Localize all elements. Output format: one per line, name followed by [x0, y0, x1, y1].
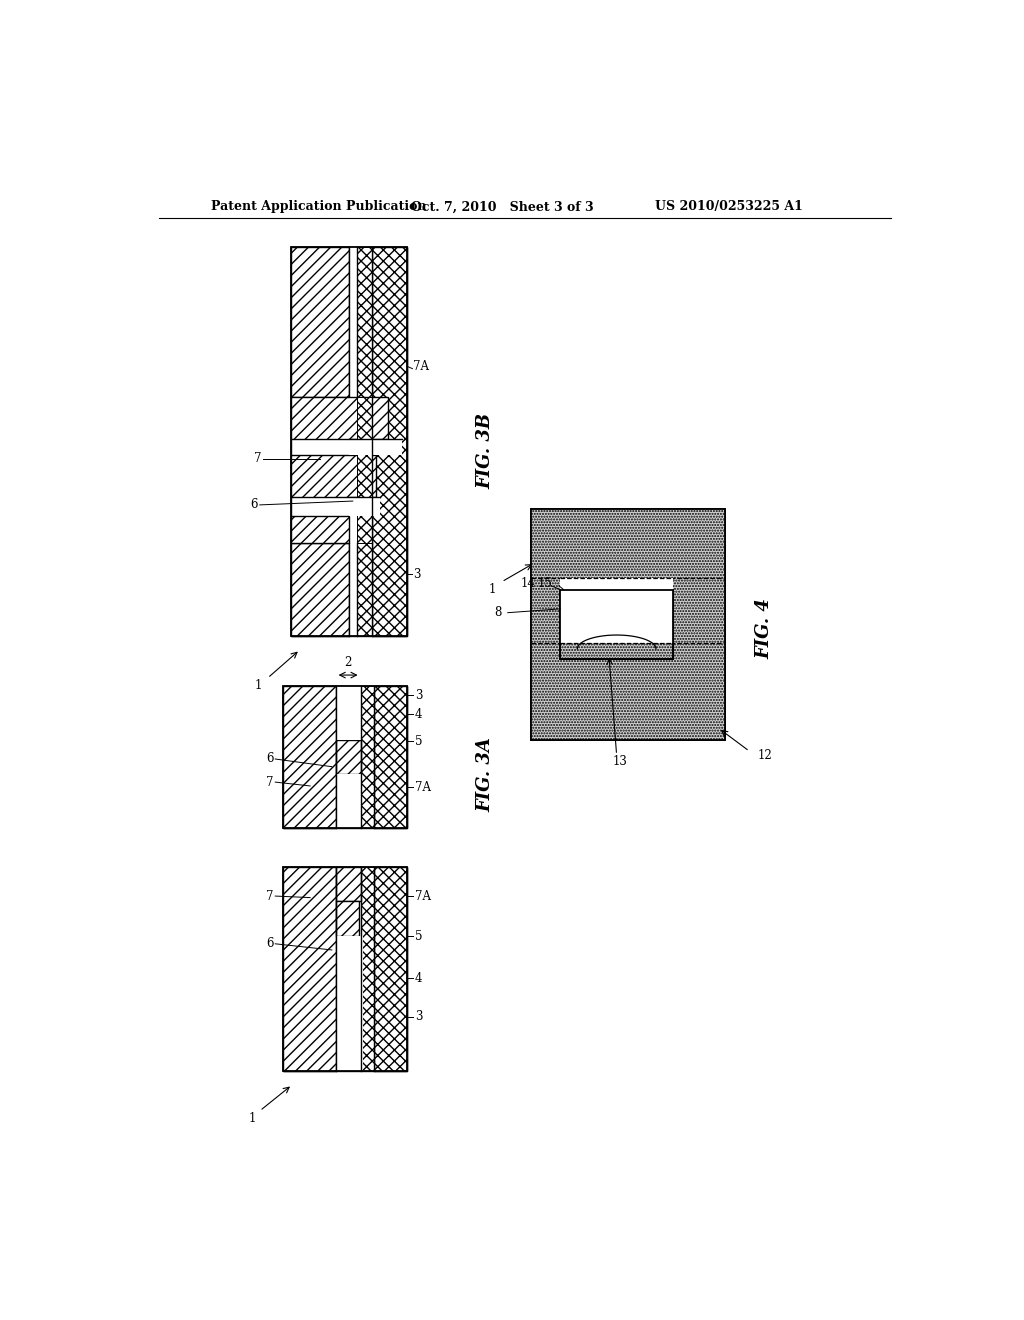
- Bar: [291, 516, 349, 544]
- Text: 6: 6: [251, 499, 258, 511]
- Text: 7: 7: [254, 453, 261, 465]
- Text: 14: 14: [521, 577, 536, 590]
- Bar: [349, 247, 356, 397]
- Bar: [560, 590, 673, 659]
- Text: US 2010/0253225 A1: US 2010/0253225 A1: [655, 201, 803, 214]
- Bar: [291, 247, 407, 636]
- Bar: [283, 867, 407, 1071]
- Bar: [336, 739, 360, 775]
- Bar: [560, 578, 673, 643]
- Text: FIG. 3A: FIG. 3A: [477, 737, 495, 812]
- Bar: [349, 498, 380, 516]
- Bar: [560, 590, 673, 659]
- Text: 6: 6: [266, 937, 273, 950]
- Bar: [291, 247, 349, 397]
- Bar: [349, 544, 356, 636]
- Bar: [560, 590, 673, 659]
- Bar: [349, 440, 401, 455]
- Text: 7: 7: [266, 890, 273, 903]
- Text: 13: 13: [613, 755, 628, 768]
- Bar: [283, 867, 336, 1071]
- Text: 1: 1: [255, 680, 262, 693]
- Bar: [375, 686, 407, 829]
- Bar: [372, 247, 407, 636]
- Text: 12: 12: [758, 748, 772, 762]
- Text: 7A: 7A: [415, 890, 431, 903]
- Bar: [356, 544, 372, 636]
- Bar: [283, 686, 407, 829]
- Bar: [531, 508, 725, 739]
- Bar: [360, 867, 375, 1071]
- Bar: [291, 397, 388, 440]
- Text: Patent Application Publication: Patent Application Publication: [211, 201, 426, 214]
- Bar: [336, 936, 362, 1071]
- Text: 7A: 7A: [415, 781, 431, 795]
- Bar: [291, 455, 376, 498]
- Bar: [531, 508, 725, 739]
- Text: 3: 3: [415, 689, 422, 702]
- Bar: [336, 775, 362, 829]
- Text: 5: 5: [415, 929, 422, 942]
- Text: 1: 1: [248, 1111, 256, 1125]
- Bar: [356, 397, 372, 544]
- Bar: [336, 867, 360, 1071]
- Text: FIG. 4: FIG. 4: [756, 598, 774, 659]
- Bar: [283, 867, 407, 1071]
- Text: 4: 4: [415, 972, 422, 985]
- Bar: [336, 686, 362, 739]
- Bar: [283, 686, 336, 829]
- Bar: [283, 686, 407, 829]
- Text: FIG. 3B: FIG. 3B: [477, 413, 495, 490]
- Bar: [291, 544, 349, 636]
- Bar: [360, 686, 375, 829]
- Bar: [336, 867, 360, 902]
- Text: 2: 2: [344, 656, 352, 669]
- Text: 5: 5: [415, 735, 422, 748]
- Text: 4: 4: [415, 708, 422, 721]
- Text: 15: 15: [538, 577, 553, 590]
- Text: 7: 7: [266, 776, 273, 788]
- Text: 3: 3: [414, 568, 421, 581]
- Bar: [375, 867, 407, 1071]
- Text: 3: 3: [415, 1010, 422, 1023]
- Bar: [336, 902, 359, 936]
- Bar: [291, 247, 407, 636]
- Text: Oct. 7, 2010   Sheet 3 of 3: Oct. 7, 2010 Sheet 3 of 3: [411, 201, 594, 214]
- Bar: [356, 247, 372, 397]
- Text: 8: 8: [495, 606, 502, 619]
- Text: 1: 1: [488, 583, 496, 597]
- Text: 7A: 7A: [414, 360, 429, 372]
- Text: 6: 6: [266, 752, 273, 766]
- Bar: [336, 686, 360, 829]
